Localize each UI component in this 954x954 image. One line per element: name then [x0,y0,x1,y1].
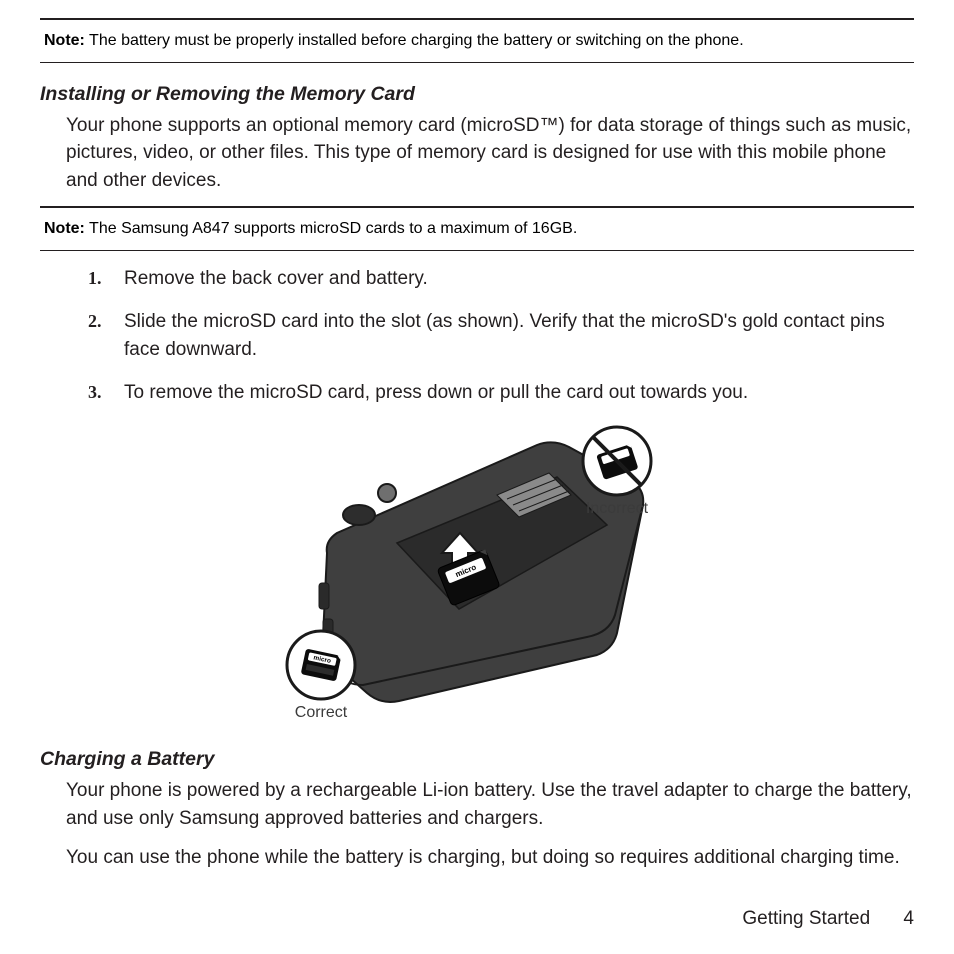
heading-memory-card: Installing or Removing the Memory Card [40,83,914,106]
note-label: Note: [44,32,85,49]
incorrect-callout [583,427,651,495]
correct-callout: micro [287,631,355,699]
note-text: The Samsung A847 supports microSD cards … [85,220,577,237]
note-microsd-limit: Note: The Samsung A847 supports microSD … [40,206,914,251]
page-footer: Getting Started 4 [742,908,914,930]
correct-caption: Correct [295,704,348,721]
footer-section: Getting Started [742,908,870,929]
memory-intro: Your phone supports an optional memory c… [66,112,914,195]
step-text: Slide the microSD card into the slot (as… [124,311,885,360]
note-text: The battery must be properly installed b… [85,32,744,49]
manual-page: Note: The battery must be properly insta… [0,0,954,954]
step-item: Slide the microSD card into the slot (as… [88,308,914,363]
install-steps: Remove the back cover and battery. Slide… [88,265,914,407]
note-battery-install: Note: The battery must be properly insta… [40,18,914,63]
charging-para2: You can use the phone while the battery … [66,844,914,872]
microsd-figure: micro Incorrect [40,423,914,728]
note-label: Note: [44,220,85,237]
heading-charging: Charging a Battery [40,748,914,771]
step-text: To remove the microSD card, press down o… [124,382,748,403]
step-item: Remove the back cover and battery. [88,265,914,293]
incorrect-caption: Incorrect [586,500,649,517]
footer-page-number: 4 [903,908,914,929]
step-text: Remove the back cover and battery. [124,268,428,289]
charging-para1: Your phone is powered by a rechargeable … [66,777,914,832]
step-item: To remove the microSD card, press down o… [88,379,914,407]
phone-illustration: micro Incorrect [247,423,707,723]
